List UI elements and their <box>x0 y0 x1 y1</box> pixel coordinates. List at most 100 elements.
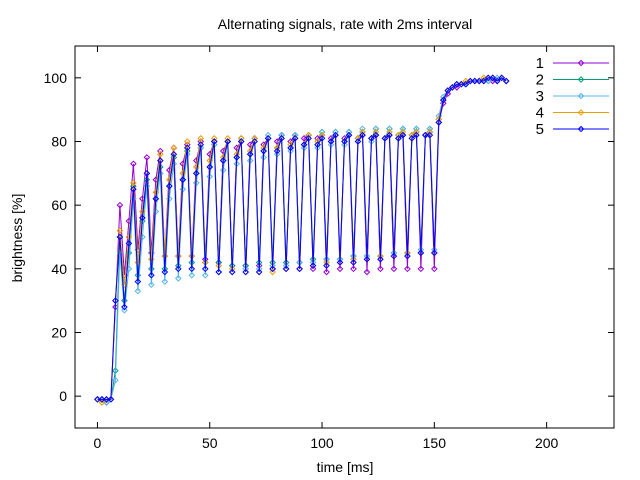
data-point <box>237 138 245 145</box>
data-point <box>440 96 447 104</box>
data-point <box>435 119 443 126</box>
data-point <box>291 135 299 142</box>
data-point <box>417 265 425 273</box>
data-point <box>273 138 281 145</box>
legend-label: 2 <box>536 72 544 89</box>
data-point <box>323 262 330 269</box>
data-point <box>287 144 294 152</box>
data-point <box>404 265 411 273</box>
data-point <box>166 182 173 190</box>
series-line <box>97 77 507 400</box>
legend-marker <box>577 125 585 133</box>
data-point <box>372 131 380 139</box>
legend-marker <box>577 59 585 67</box>
y-tick-label: 20 <box>51 325 67 341</box>
series-line <box>97 77 507 404</box>
data-point <box>112 297 119 304</box>
series-4 <box>94 74 510 406</box>
data-point <box>457 80 465 88</box>
y-axis-label: brightness [%] <box>9 194 25 283</box>
data-point <box>269 268 276 276</box>
data-point <box>98 396 106 403</box>
data-point <box>192 179 200 187</box>
data-point <box>210 135 218 142</box>
data-point <box>166 176 173 184</box>
data-point <box>390 252 398 260</box>
data-point <box>224 135 232 142</box>
data-point <box>395 135 402 142</box>
data-point <box>175 275 182 282</box>
data-point <box>484 74 492 82</box>
data-point <box>453 80 461 88</box>
data-point <box>143 170 151 177</box>
data-point <box>273 147 281 155</box>
data-point <box>121 306 128 314</box>
series-line <box>97 77 507 400</box>
data-point <box>201 271 209 279</box>
data-point <box>417 249 425 257</box>
data-point <box>233 154 241 161</box>
data-point <box>201 265 209 273</box>
y-tick-label: 100 <box>44 70 68 86</box>
data-point <box>475 77 483 85</box>
data-point <box>170 150 178 158</box>
plot-area: 0 50 100 150 200 0 20 40 60 80 100 <box>44 45 615 451</box>
data-point <box>179 176 187 184</box>
data-point <box>399 131 407 139</box>
data-point <box>134 287 142 295</box>
data-point <box>305 135 312 142</box>
plot-frame <box>74 45 615 429</box>
data-point <box>350 259 357 266</box>
data-point <box>278 135 285 142</box>
series-line <box>97 77 507 404</box>
data-point <box>309 265 317 273</box>
data-point <box>125 240 133 247</box>
data-point <box>314 141 321 148</box>
data-point <box>462 80 470 88</box>
data-point <box>228 268 236 276</box>
data-point <box>170 144 178 152</box>
data-point <box>300 141 308 148</box>
data-point <box>161 268 169 276</box>
data-point <box>354 138 362 145</box>
data-point <box>386 131 393 139</box>
data-point <box>413 131 420 139</box>
data-point <box>197 141 205 148</box>
data-point <box>103 396 110 403</box>
data-point <box>264 135 272 142</box>
legend-label: 5 <box>536 121 544 138</box>
data-point <box>224 138 232 145</box>
data-point <box>251 138 258 145</box>
data-point <box>157 150 164 158</box>
chart-title: Alternating signals, rate with 2ms inter… <box>218 16 472 32</box>
data-point <box>431 249 438 257</box>
data-point <box>404 252 411 260</box>
data-point <box>341 138 348 145</box>
data-point <box>148 271 155 279</box>
data-point <box>336 259 344 266</box>
y-tick-label: 40 <box>51 261 67 277</box>
data-point <box>166 195 173 203</box>
data-point <box>179 170 187 177</box>
data-point <box>215 268 223 276</box>
data-point <box>251 135 258 142</box>
data-point <box>143 154 151 161</box>
data-point <box>134 278 142 285</box>
x-tick-label: 50 <box>202 435 218 451</box>
x-tick-label: 100 <box>310 435 334 451</box>
data-point <box>431 265 438 273</box>
data-point <box>121 303 128 311</box>
data-point <box>255 268 263 276</box>
data-point <box>377 255 384 263</box>
series-2 <box>94 74 510 403</box>
data-point <box>489 77 497 85</box>
data-point <box>103 399 110 406</box>
data-point <box>148 255 155 263</box>
legend-label: 3 <box>536 88 544 105</box>
x-axis-label: time [ms] <box>317 459 374 475</box>
data-point <box>161 278 169 285</box>
data-point <box>318 135 326 142</box>
data-point <box>98 399 106 406</box>
data-point <box>471 77 479 85</box>
